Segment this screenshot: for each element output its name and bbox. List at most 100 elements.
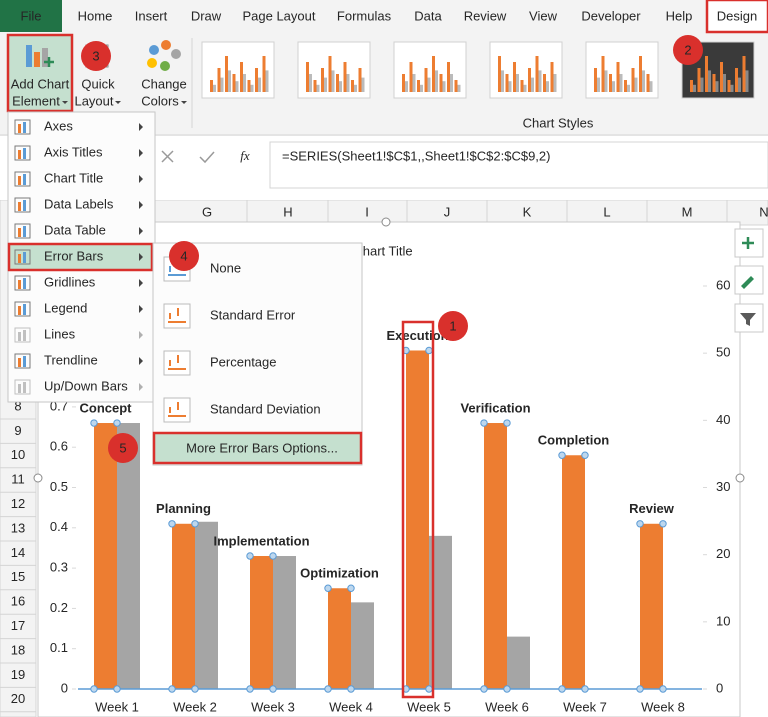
menu-item[interactable]: Axis Titles — [44, 144, 103, 159]
selection-handle — [480, 685, 488, 693]
menu-item[interactable]: Chart Title — [44, 170, 103, 185]
thumb-bar — [543, 74, 546, 92]
y-tick-label: 0.3 — [50, 560, 68, 575]
ribbon-tab[interactable]: Draw — [191, 8, 222, 23]
thumb-bar — [727, 80, 731, 92]
ribbon-tab[interactable]: View — [529, 8, 558, 23]
thumb-bar — [351, 80, 354, 92]
menu-icon — [14, 379, 31, 395]
thumb-bar — [217, 68, 221, 92]
ribbon-tab[interactable]: File — [21, 8, 42, 23]
color-dot — [161, 40, 171, 50]
thumb-bar — [412, 74, 416, 92]
thumb-bar — [723, 74, 726, 92]
selection-handle — [636, 685, 644, 693]
submenu-more[interactable]: More Error Bars Options... — [186, 440, 338, 455]
thumb-bar — [712, 74, 716, 92]
menu-item[interactable]: Error Bars — [44, 248, 104, 263]
menu-icon-bar — [23, 330, 26, 341]
selection-handle — [659, 520, 667, 528]
menu-icon-bar — [23, 252, 26, 263]
menu-icon-bar — [18, 202, 21, 211]
callout-number: 2 — [684, 42, 691, 57]
button-label[interactable]: Layout — [74, 93, 113, 108]
button-label[interactable]: Quick — [81, 76, 115, 91]
menu-icon — [14, 301, 31, 317]
row-header: 18 — [11, 642, 25, 657]
x-tick-label: Week 4 — [329, 699, 373, 714]
x-tick-label: Week 5 — [407, 699, 451, 714]
thumb-bar — [361, 77, 365, 92]
file-tab[interactable] — [0, 0, 62, 32]
ribbon-tab[interactable]: Data — [414, 8, 442, 23]
enter-icon — [199, 151, 215, 164]
menu-item[interactable]: Axes — [44, 118, 73, 133]
thumb-bar — [501, 70, 504, 92]
selection-handle — [191, 685, 199, 693]
menu-icon — [14, 249, 31, 265]
callout-number: 3 — [92, 48, 99, 63]
thumb-bar — [520, 80, 524, 92]
submenu-item[interactable]: None — [210, 260, 241, 275]
button-label[interactable]: Change — [141, 76, 187, 91]
thumb-bar — [265, 70, 269, 92]
submenu-more-highlight — [152, 431, 363, 465]
ribbon-tab[interactable]: Developer — [581, 8, 641, 23]
button-label[interactable]: Colors — [141, 93, 179, 108]
thumb-bar — [228, 70, 231, 92]
submenu-item[interactable]: Standard Deviation — [210, 401, 321, 416]
row-header: 11 — [11, 472, 25, 487]
submenu-item[interactable]: Standard Error — [210, 307, 296, 322]
chart-handle — [381, 217, 391, 227]
ribbon-tab[interactable]: Page Layout — [242, 8, 315, 23]
row-header: 9 — [14, 423, 21, 438]
ribbon-tab[interactable]: Review — [464, 8, 507, 23]
thumb-bar — [516, 74, 519, 92]
thumb-bar — [309, 74, 312, 92]
menu-icon — [14, 353, 31, 369]
column-header: H — [283, 204, 292, 219]
thumb-bar — [745, 70, 749, 92]
menu-item[interactable]: Up/Down Bars — [44, 378, 128, 393]
menu-icon-bar — [18, 254, 21, 263]
ribbon-tab[interactable]: Insert — [135, 8, 168, 23]
thumb-bar — [708, 70, 711, 92]
ribbon-tab[interactable]: Formulas — [337, 8, 392, 23]
fx-label: fx — [240, 148, 250, 163]
thumb-bar — [634, 77, 638, 92]
menu-item[interactable]: Data Table — [44, 222, 106, 237]
column-header: M — [682, 204, 693, 219]
y-tick-label: 0.6 — [50, 439, 68, 454]
column-header: N — [759, 204, 768, 219]
ribbon-tab[interactable]: Design — [717, 8, 757, 23]
submenu-arrow — [139, 331, 143, 339]
design-tab[interactable] — [705, 0, 768, 34]
row-header: 15 — [11, 569, 25, 584]
menu-icon — [14, 223, 31, 239]
selection-handle — [191, 520, 199, 528]
x-tick-label: Week 3 — [251, 699, 295, 714]
thumb-bar — [535, 56, 539, 92]
menu-item[interactable]: Data Labels — [44, 196, 114, 211]
menu-item[interactable]: Legend — [44, 300, 87, 315]
menu-item[interactable]: Gridlines — [44, 274, 96, 289]
submenu-arrow — [139, 149, 143, 157]
menu-item[interactable]: Lines — [44, 326, 76, 341]
ribbon-tab[interactable]: Help — [666, 8, 693, 23]
submenu-item[interactable]: Percentage — [210, 354, 277, 369]
row-header: 17 — [11, 618, 25, 633]
thumb-bar — [597, 77, 600, 92]
menu-icon-bar — [23, 200, 26, 211]
formula-text: =SERIES(Sheet1!$C$1,,Sheet1!$C$2:$C$9,2) — [282, 148, 550, 163]
callout-circle — [108, 433, 138, 463]
thumb-bar — [550, 62, 554, 92]
menu-item[interactable]: Trendline — [44, 352, 98, 367]
add-chart-element-button[interactable] — [6, 33, 74, 113]
ribbon-tab[interactable]: Home — [78, 8, 113, 23]
column-header: K — [523, 204, 532, 219]
data-label: Implementation — [213, 533, 309, 548]
submenu-arrow — [139, 123, 143, 131]
data-label: Planning — [156, 501, 211, 516]
thumb-bar — [402, 74, 405, 92]
